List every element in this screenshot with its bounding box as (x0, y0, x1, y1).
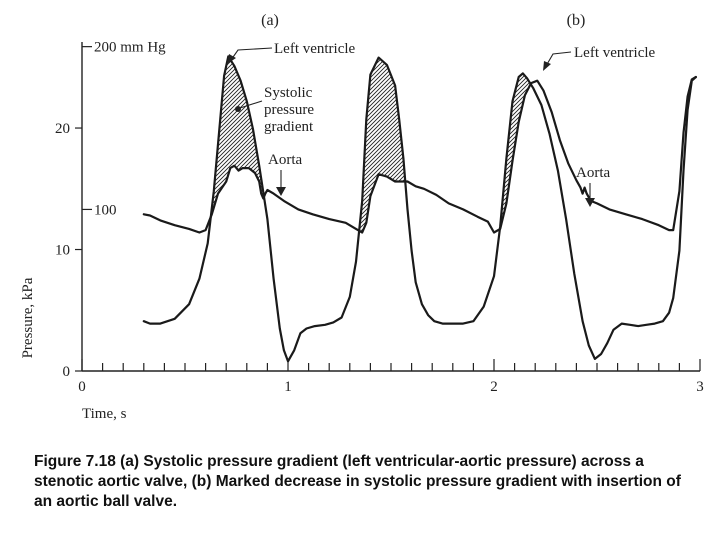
y-ticks: 0 10 20 (55, 121, 82, 380)
y-axis-label: Pressure, kPa (20, 277, 36, 358)
leader-gradient (239, 100, 263, 109)
arrowhead-left-ventricle-a (227, 54, 236, 64)
annotation-left-ventricle-b: Left ventricle (574, 45, 656, 61)
pressure-chart: 0 10 20 0 1 2 3 100 200 mm Hg Time, s Pressure… (20, 12, 704, 422)
annotation-aorta-b: Aorta (576, 165, 610, 181)
mmhg-tick-label-0: 100 (94, 202, 117, 218)
mmhg-tick-label-1: 200 mm Hg (94, 40, 166, 56)
y-tick-label-0: 0 (63, 364, 71, 380)
gradient-region-1 (359, 57, 405, 233)
arrowhead-left-ventricle-b (543, 61, 551, 71)
y-tick-label-1: 10 (55, 243, 70, 259)
annotation-gradient-line3: gradient (264, 119, 314, 135)
x-ticks: 0 1 2 3 (78, 359, 704, 395)
y-tick-label-2: 20 (55, 121, 70, 137)
annotation-aorta-a: Aorta (268, 152, 302, 168)
arrowhead-aorta-b (585, 198, 595, 207)
figure-caption: Figure 7.18 (a) Systolic pressure gradie… (34, 453, 681, 510)
x-tick-label-2: 2 (490, 379, 498, 395)
x-axis-label: Time, s (82, 406, 127, 422)
x-minor-ticks (101, 363, 681, 371)
gradient-marker-dot (235, 106, 241, 112)
gradient-region-2 (500, 73, 531, 228)
annotation-gradient-line1: Systolic (264, 85, 313, 101)
gradient-region-0 (211, 57, 264, 216)
annotation-left-ventricle-a: Left ventricle (274, 41, 356, 57)
x-tick-label-1: 1 (284, 379, 292, 395)
leader-left-ventricle-b (545, 51, 572, 67)
series-line-left-ventricle (142, 55, 697, 363)
annotation-gradient-line2: pressure (264, 102, 314, 118)
panel-label-b: (b) (567, 12, 586, 29)
gradient-fill-layer (211, 57, 531, 233)
x-tick-label-3: 3 (696, 379, 704, 395)
arrowhead-aorta-a (276, 187, 286, 196)
leader-left-ventricle-a (230, 47, 273, 61)
mmhg-ticks: 100 200 mm Hg (82, 40, 166, 218)
panel-label-a: (a) (261, 12, 279, 29)
x-tick-label-0: 0 (78, 379, 86, 395)
